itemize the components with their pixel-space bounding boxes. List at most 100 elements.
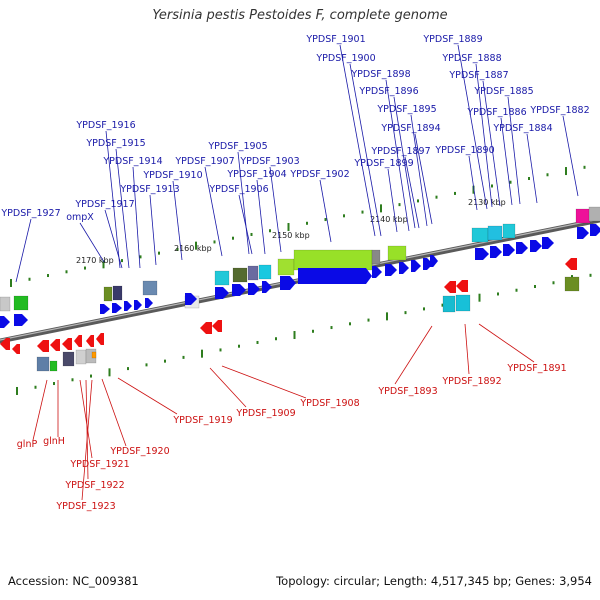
forward-gene-arrow: [262, 281, 272, 293]
reverse-label-leader: [101, 378, 127, 447]
forward-gene-arrow: [0, 316, 10, 328]
forward-gene-arrow: [530, 240, 542, 252]
tick-mark: [65, 270, 68, 274]
feature-block: [293, 249, 373, 271]
forward-gene-label: YPDSF_1889: [422, 34, 482, 45]
tick-mark: [565, 167, 567, 176]
forward-gene-arrow: [372, 266, 382, 278]
tick-mark: [275, 337, 277, 341]
reverse-gene-arrow: [565, 258, 577, 270]
forward-label-leader: [526, 133, 538, 204]
forward-label-leader: [562, 115, 579, 197]
forward-label-leader: [172, 180, 183, 261]
tick-mark: [28, 277, 31, 281]
reverse-gene-arrow: [50, 339, 60, 351]
forward-gene-label: YPDSF_1884: [492, 123, 552, 134]
forward-gene-arrow: [280, 276, 296, 290]
tick-mark: [176, 247, 179, 251]
reverse-gene-arrow: [62, 338, 72, 350]
forward-gene-arrow: [145, 298, 153, 308]
feature-block: [442, 295, 456, 313]
tick-mark: [478, 293, 481, 302]
ruler-label: 2160 kbp: [174, 244, 212, 253]
tick-mark: [34, 385, 37, 389]
forward-label-leader: [339, 44, 376, 237]
forward-gene-arrow: [112, 303, 122, 313]
tick-mark: [182, 355, 185, 359]
feature-block: [232, 267, 248, 283]
forward-gene-label: YPDSF_1917: [74, 199, 134, 210]
forward-label-leader: [393, 96, 416, 229]
reverse-gene-arrow: [12, 344, 20, 354]
forward-gene-label: YPDSF_1890: [434, 145, 494, 156]
tick-mark: [195, 241, 197, 250]
reverse-gene-label: YPDSF_1908: [299, 398, 359, 409]
forward-label-leader: [468, 155, 478, 211]
feature-block: [13, 295, 29, 311]
tick-mark: [552, 281, 555, 285]
feature-block: [487, 225, 503, 241]
tick-mark: [380, 204, 382, 213]
forward-label-leader: [500, 117, 513, 206]
forward-gene-arrow: [542, 237, 554, 249]
ruler-label: 2170 kbp: [76, 256, 114, 265]
tick-mark: [158, 251, 160, 255]
forward-gene-arrow: [423, 258, 433, 270]
forward-label-leader: [204, 166, 223, 257]
tick-mark: [127, 367, 129, 371]
ruler-label: 2130 kbp: [468, 198, 506, 207]
feature-block: [387, 245, 407, 261]
reverse-gene-label: YPDSF_1892: [441, 376, 501, 387]
tick-mark: [269, 229, 271, 233]
forward-gene-label: YPDSF_1886: [466, 107, 526, 118]
feature-block: [258, 264, 272, 280]
tick-mark: [441, 303, 444, 307]
tick-mark: [238, 344, 240, 348]
forward-label-leader: [15, 218, 32, 283]
forward-gene-label: YPDSF_1900: [315, 53, 375, 64]
tick-mark: [250, 232, 253, 236]
tick-mark: [145, 363, 148, 367]
forward-label-leader: [414, 133, 433, 225]
tick-mark: [454, 191, 456, 195]
tick-mark: [361, 210, 364, 214]
tick-mark: [330, 326, 333, 330]
tick-mark: [491, 184, 493, 188]
tick-mark: [108, 368, 111, 377]
tick-mark: [509, 180, 512, 184]
genome-summary-text: Topology: circular; Length: 4,517,345 bp…: [276, 574, 592, 588]
tick-mark: [404, 311, 407, 315]
feature-block: [471, 227, 489, 243]
feature-block: [277, 258, 295, 276]
forward-gene-arrow: [399, 262, 409, 274]
forward-gene-arrow: [590, 224, 600, 236]
forward-gene-label: YPDSF_1915: [85, 138, 145, 149]
tick-mark: [293, 331, 296, 340]
feature-block: [112, 285, 123, 301]
reverse-label-leader: [221, 365, 307, 399]
ruler-label: 2150 kbp: [272, 231, 310, 240]
forward-gene-label: YPDSF_1895: [376, 104, 436, 115]
tick-mark: [71, 378, 74, 382]
reverse-gene-arrow: [37, 340, 49, 352]
tick-mark: [417, 199, 419, 203]
feature-block: [588, 206, 600, 222]
forward-gene-arrow: [385, 264, 397, 276]
reverse-gene-arrow: [200, 322, 212, 334]
tick-mark: [472, 185, 475, 194]
tick-mark: [90, 374, 92, 378]
forward-gene-arrow: [14, 314, 28, 326]
reverse-gene-label: YPDSF_1891: [506, 363, 566, 374]
tick-mark: [201, 349, 203, 358]
tick-mark: [534, 285, 536, 289]
reverse-gene-label: YPDSF_1922: [64, 480, 124, 491]
forward-gene-arrow: [490, 246, 502, 258]
tick-mark: [139, 255, 142, 259]
forward-gene-arrow: [100, 304, 110, 314]
tick-mark: [213, 240, 216, 244]
forward-gene-label: YPDSF_1913: [119, 184, 179, 195]
forward-gene-label: YPDSF_1903: [239, 156, 299, 167]
forward-gene-arrow: [411, 260, 421, 272]
reverse-gene-label: YPDSF_1923: [55, 501, 115, 512]
reverse-label-leader: [79, 379, 93, 459]
